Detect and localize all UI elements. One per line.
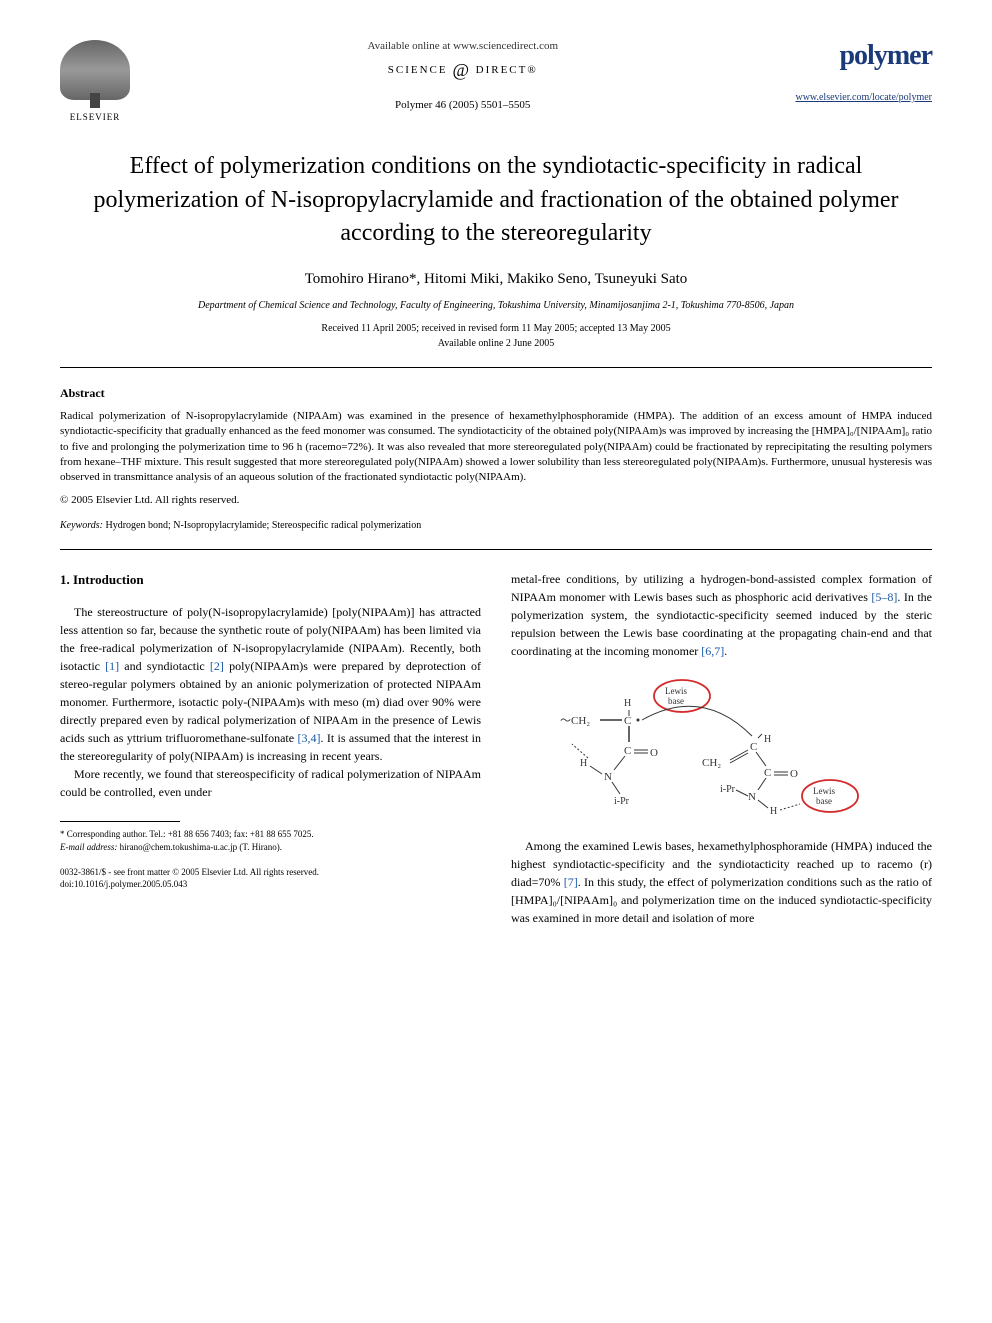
left-column: 1. Introduction The stereostructure of p… — [60, 570, 481, 927]
corresponding-author-footnote: * Corresponding author. Tel.: +81 88 656… — [60, 828, 481, 841]
divider-top — [60, 367, 932, 368]
keywords-values: Hydrogen bond; N-Isopropylacrylamide; St… — [105, 520, 421, 531]
science-direct-suffix: DIRECT® — [476, 64, 538, 76]
svg-text:O: O — [790, 768, 798, 780]
svg-text:N: N — [604, 771, 612, 783]
svg-text:C: C — [624, 715, 631, 727]
journal-reference: Polymer 46 (2005) 5501–5505 — [130, 99, 795, 111]
chemical-structure-diagram: ～CH₂ C H C O N i-Pr H — [511, 676, 932, 821]
ref-link-1[interactable]: [1] — [105, 659, 119, 673]
copyright-text: © 2005 Elsevier Ltd. All rights reserved… — [60, 494, 932, 506]
journal-logo-block: polymer www.elsevier.com/locate/polymer — [795, 40, 932, 103]
authors-list: Tomohiro Hirano*, Hitomi Miki, Makiko Se… — [60, 271, 932, 288]
science-direct-prefix: SCIENCE — [388, 64, 448, 76]
svg-text:H: H — [770, 806, 777, 816]
available-online-text: Available online at www.sciencedirect.co… — [130, 40, 795, 52]
section-1-heading: 1. Introduction — [60, 570, 481, 590]
received-dates: Received 11 April 2005; received in revi… — [60, 323, 932, 334]
svg-text:i-Pr: i-Pr — [720, 784, 736, 795]
svg-text:base: base — [668, 696, 684, 706]
divider-bottom — [60, 549, 932, 550]
keywords-line: Keywords: Hydrogen bond; N-Isopropylacry… — [60, 520, 932, 531]
elsevier-logo: ELSEVIER — [60, 40, 130, 120]
polymer-journal-label: polymer — [795, 40, 932, 72]
ref-link-58[interactable]: [5–8] — [871, 590, 897, 604]
email-footnote: E-mail address: hirano@chem.tokushima-u.… — [60, 841, 481, 854]
molecule-svg: ～CH₂ C H C O N i-Pr H — [552, 676, 892, 816]
intro-para-1: The stereostructure of poly(N-isopropyla… — [60, 603, 481, 765]
affiliation: Department of Chemical Science and Techn… — [60, 300, 932, 311]
svg-text:H: H — [764, 734, 771, 745]
svg-text:O: O — [650, 747, 658, 759]
intro-para-4: Among the examined Lewis bases, hexameth… — [511, 837, 932, 927]
journal-url[interactable]: www.elsevier.com/locate/polymer — [795, 92, 932, 103]
para3-text-c: . — [724, 644, 727, 658]
intro-para-3: metal-free conditions, by utilizing a hy… — [511, 570, 932, 660]
two-column-body: 1. Introduction The stereostructure of p… — [60, 570, 932, 927]
svg-text:C: C — [750, 741, 757, 753]
ref-link-34[interactable]: [3,4] — [297, 731, 320, 745]
svg-text:～CH₂: ～CH₂ — [560, 715, 590, 727]
keywords-label: Keywords: — [60, 520, 103, 531]
article-title: Effect of polymerization conditions on t… — [60, 150, 932, 251]
svg-text:base: base — [816, 796, 832, 806]
center-header: Available online at www.sciencedirect.co… — [130, 40, 795, 111]
svg-text:C: C — [624, 745, 631, 757]
elsevier-label: ELSEVIER — [60, 112, 130, 122]
page-header: ELSEVIER Available online at www.science… — [60, 40, 932, 120]
svg-text:CH₂: CH₂ — [702, 757, 721, 769]
footnote-divider — [60, 821, 180, 822]
abstract-text: Radical polymerization of N-isopropylacr… — [60, 409, 932, 486]
science-direct-logo: SCIENCE @ DIRECT® — [130, 60, 795, 81]
svg-text:Lewis: Lewis — [665, 686, 687, 696]
elsevier-tree-icon — [60, 40, 130, 100]
doi-line: doi:10.1016/j.polymer.2005.05.043 — [60, 879, 481, 891]
ref-link-67[interactable]: [6,7] — [701, 644, 724, 658]
issn-line: 0032-3861/$ - see front matter © 2005 El… — [60, 867, 481, 879]
svg-text:i-Pr: i-Pr — [614, 796, 630, 807]
ref-link-2[interactable]: [2] — [210, 659, 224, 673]
svg-text:C: C — [764, 767, 771, 779]
para3-text-a: metal-free conditions, by utilizing a hy… — [511, 572, 932, 604]
svg-text:Lewis: Lewis — [813, 786, 835, 796]
intro-para-2: More recently, we found that stereospeci… — [60, 765, 481, 801]
online-date: Available online 2 June 2005 — [60, 338, 932, 349]
right-column: metal-free conditions, by utilizing a hy… — [511, 570, 932, 927]
ref-link-7[interactable]: [7] — [564, 875, 578, 889]
email-label: E-mail address: — [60, 842, 117, 852]
para1-text-b: and syndiotactic — [119, 659, 210, 673]
email-address[interactable]: hirano@chem.tokushima-u.ac.jp (T. Hirano… — [120, 842, 282, 852]
abstract-heading: Abstract — [60, 386, 932, 401]
science-direct-at-icon: @ — [452, 60, 471, 81]
svg-text:N: N — [748, 791, 756, 803]
svg-text:H: H — [580, 758, 587, 769]
svg-text:H: H — [624, 698, 631, 709]
